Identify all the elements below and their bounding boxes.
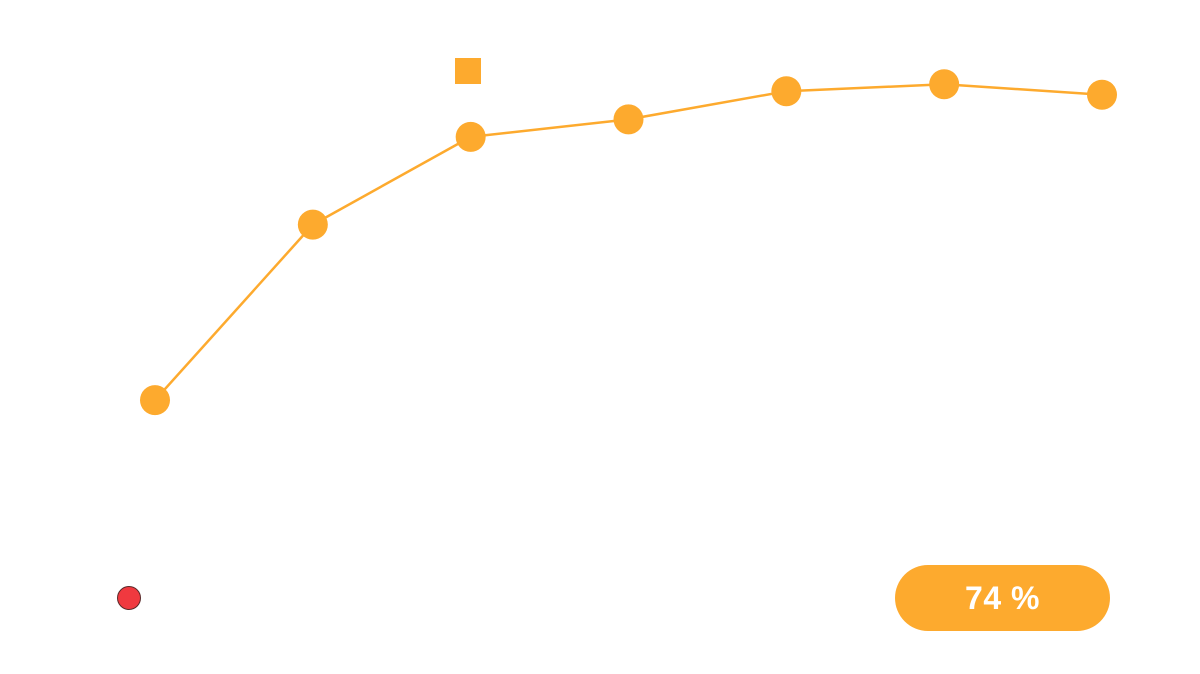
data-point[interactable] <box>929 69 960 100</box>
legend-marker <box>455 58 481 84</box>
data-point[interactable] <box>455 121 486 152</box>
data-point[interactable] <box>297 209 328 240</box>
data-point[interactable] <box>771 76 802 107</box>
percent-badge: 74 % <box>895 565 1110 631</box>
data-point[interactable] <box>1087 79 1117 110</box>
series-layer <box>140 69 1117 416</box>
data-point[interactable] <box>613 104 644 135</box>
status-dot-icon <box>117 586 141 610</box>
data-point[interactable] <box>140 385 170 416</box>
